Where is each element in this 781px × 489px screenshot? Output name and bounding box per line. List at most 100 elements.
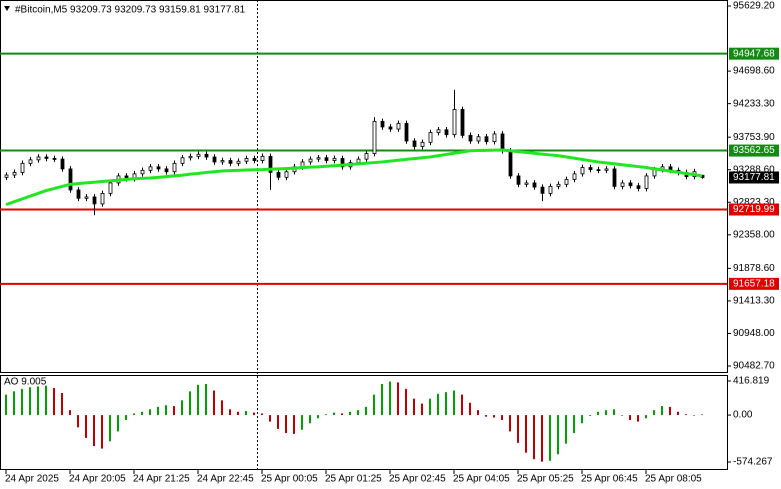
- ao-bar: [669, 406, 671, 416]
- ao-bar: [285, 415, 287, 434]
- candle-body: [580, 167, 585, 175]
- candle-body: [372, 120, 377, 154]
- candle-body: [524, 182, 529, 185]
- title-icon: [4, 6, 10, 11]
- candle-body: [4, 174, 9, 178]
- candle-body: [164, 168, 169, 173]
- ao-bar: [693, 415, 695, 416]
- ao-bar: [357, 410, 359, 416]
- ao-bar: [253, 412, 255, 416]
- ao-bar: [221, 400, 223, 416]
- ao-bar: [5, 394, 7, 416]
- candle-body: [476, 136, 481, 142]
- ao-bar: [637, 415, 639, 422]
- ao-bar: [293, 415, 295, 434]
- candle-body: [556, 183, 561, 187]
- ao-bar: [685, 414, 687, 416]
- candle-body: [588, 167, 593, 171]
- ao-bar: [461, 394, 463, 416]
- level-price-box: [729, 277, 779, 290]
- last-price-label: 93177.81: [733, 172, 775, 183]
- ao-bar: [213, 390, 215, 416]
- candle-body: [340, 158, 345, 168]
- indicator-title: AO 9.005: [4, 377, 47, 388]
- ao-bar: [109, 415, 111, 442]
- ao-panel-frame: [0, 375, 728, 470]
- candle-body: [420, 141, 425, 147]
- ao-bar: [621, 415, 623, 416]
- y-tick-label: 91413.30: [733, 296, 775, 307]
- y-tick-label: 90482.70: [733, 361, 775, 372]
- ao-bar: [445, 392, 447, 416]
- level-price-label: 91657.18: [733, 278, 775, 289]
- candle-body: [196, 153, 201, 157]
- candle-body: [596, 169, 601, 172]
- ao-bar: [333, 412, 335, 416]
- candle-body: [436, 129, 441, 133]
- ao-bar: [661, 406, 663, 416]
- candle-body: [92, 196, 97, 205]
- ao-bar: [325, 414, 327, 416]
- candle-body: [52, 158, 57, 160]
- ao-bar: [533, 415, 535, 460]
- candle-body: [492, 133, 497, 143]
- ao-bar: [37, 386, 39, 416]
- candle-body: [460, 109, 465, 136]
- candle-body: [388, 126, 393, 130]
- y-tick-label: 91878.60: [733, 263, 775, 274]
- ao-bar: [117, 415, 119, 432]
- candle-body: [644, 175, 649, 189]
- ao-bar: [389, 381, 391, 416]
- candle-body: [84, 196, 89, 199]
- level-price-label: 93562.65: [733, 145, 775, 156]
- ao-bar: [309, 415, 311, 424]
- candle-body: [12, 172, 17, 176]
- ao-bar: [605, 410, 607, 416]
- ao-bar: [165, 405, 167, 416]
- ao-bar: [541, 415, 543, 462]
- ao-bar: [397, 382, 399, 416]
- candle-body: [612, 168, 617, 187]
- candle-body: [508, 150, 513, 177]
- candle-body: [564, 179, 569, 185]
- candle-body: [212, 156, 217, 163]
- ao-bar: [301, 415, 303, 430]
- x-tick-label: 25 Apr 08:05: [645, 474, 702, 485]
- ao-bar: [85, 415, 87, 438]
- candle-body: [260, 155, 265, 161]
- y-tick-label: 93753.90: [733, 132, 775, 143]
- candle-body: [204, 153, 209, 158]
- ao-bar: [597, 411, 599, 416]
- candle-body: [516, 175, 521, 185]
- ao-bar: [205, 383, 207, 416]
- ao-bar: [197, 384, 199, 416]
- candle-body: [308, 158, 313, 163]
- candle-body: [572, 173, 577, 180]
- ao-bar: [493, 415, 495, 418]
- x-tick-label: 24 Apr 21:25: [133, 474, 190, 485]
- candle-body: [228, 160, 233, 164]
- candle-body: [444, 129, 449, 136]
- y-tick-label: 94233.30: [733, 98, 775, 109]
- candle-body: [60, 158, 65, 170]
- ao-bar: [77, 415, 79, 428]
- ao-bar: [125, 415, 127, 420]
- y-tick-label: 92823.30: [733, 197, 775, 208]
- ao-bar: [653, 410, 655, 416]
- ao-bar: [229, 409, 231, 416]
- candle-body: [268, 155, 273, 173]
- ao-bar: [365, 406, 367, 416]
- ao-bar: [173, 406, 175, 416]
- x-tick-label: 24 Apr 2025: [5, 474, 59, 485]
- candle-body: [148, 166, 153, 171]
- candle-body: [76, 189, 81, 199]
- ao-bar: [573, 415, 575, 434]
- ao-bar: [261, 413, 263, 416]
- candle-body: [236, 160, 241, 164]
- ao-bar: [13, 391, 15, 416]
- y-tick-label: 416.819: [733, 376, 770, 387]
- ao-bar: [341, 413, 343, 416]
- ao-bar: [701, 414, 703, 416]
- level-price-label: 94947.68: [733, 48, 775, 59]
